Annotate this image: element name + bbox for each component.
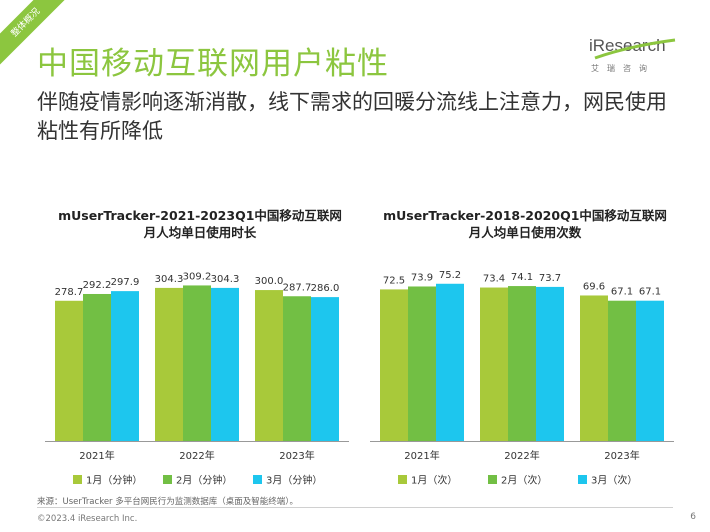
- legend-label: 1月（分钟）: [86, 474, 142, 487]
- data-label: 304.3: [211, 274, 240, 285]
- legend-label: 1月（次）: [411, 474, 457, 487]
- bar: [580, 295, 608, 441]
- legend-swatch: [253, 475, 262, 484]
- chart-usage-duration: mUserTracker-2021-2023Q1中国移动互联网 月人均单日使用时长…: [35, 200, 365, 500]
- bar: [83, 293, 111, 441]
- data-label: 287.7: [283, 282, 312, 293]
- bar: [408, 286, 436, 441]
- data-label: 74.1: [511, 272, 533, 283]
- data-label: 69.6: [583, 281, 605, 292]
- chart-title: mUserTracker-2018-2020Q1中国移动互联网 月人均单日使用次数: [360, 207, 690, 241]
- logo-main-text: iResearch: [589, 36, 666, 55]
- data-label: 297.9: [111, 277, 140, 288]
- x-tick-label: 2022年: [179, 449, 214, 462]
- data-label: 67.1: [639, 287, 661, 298]
- bar: [608, 300, 636, 441]
- bar: [283, 296, 311, 441]
- data-label: 73.4: [483, 274, 505, 285]
- legend-swatch: [488, 475, 497, 484]
- source-note: 来源：UserTracker 多平台网民行为监测数据库（桌面及智能终端）。: [37, 497, 298, 507]
- chart-title-line: 月人均单日使用次数: [468, 225, 582, 240]
- chart-usage-frequency: mUserTracker-2018-2020Q1中国移动互联网 月人均单日使用次数…: [360, 200, 690, 500]
- footer-divider: [37, 507, 673, 508]
- legend-swatch: [398, 475, 407, 484]
- x-tick-label: 2022年: [504, 449, 539, 462]
- logo-sub-text: 艾瑞咨询: [591, 64, 655, 73]
- data-label: 286.0: [311, 283, 340, 294]
- x-tick-label: 2023年: [604, 449, 639, 462]
- chart-title-line: mUserTracker-2021-2023Q1中国移动互联网: [58, 208, 342, 223]
- bar: [55, 300, 83, 441]
- bar: [508, 286, 536, 441]
- x-tick-label: 2023年: [279, 449, 314, 462]
- legend-swatch: [578, 475, 587, 484]
- legend-label: 3月（次）: [591, 474, 637, 487]
- bar: [480, 287, 508, 441]
- data-label: 278.7: [55, 287, 84, 298]
- bar: [380, 289, 408, 441]
- data-label: 75.2: [439, 270, 461, 281]
- chart-title-line: 月人均单日使用时长: [143, 225, 257, 240]
- data-label: 73.9: [411, 272, 433, 283]
- chart-title: mUserTracker-2021-2023Q1中国移动互联网 月人均单日使用时长: [35, 207, 365, 241]
- bar: [436, 283, 464, 441]
- bar: [311, 297, 339, 441]
- bar: [155, 287, 183, 441]
- bar: [211, 287, 239, 441]
- bar: [636, 300, 664, 441]
- bar: [183, 285, 211, 441]
- iresearch-logo: iResearch 艾瑞咨询: [589, 36, 679, 86]
- data-label: 73.7: [539, 273, 561, 284]
- page-number: 6: [690, 512, 696, 522]
- chart-svg: 72.5 73.9 75.2 2021年 73.4 74.1 73.7 2022年 69.6 67…: [370, 270, 674, 487]
- bar: [111, 291, 139, 441]
- x-tick-label: 2021年: [404, 449, 439, 462]
- logo-swoosh-icon: [594, 38, 676, 60]
- legend-label: 3月（分钟）: [266, 474, 322, 487]
- data-label: 72.5: [383, 275, 405, 286]
- legend-swatch: [163, 475, 172, 484]
- page-title: 中国移动互联网用户粘性: [37, 46, 389, 82]
- data-label: 67.1: [611, 287, 633, 298]
- data-label: 309.2: [183, 271, 212, 282]
- data-label: 304.3: [155, 274, 184, 285]
- legend-swatch: [73, 475, 82, 484]
- data-label: 300.0: [255, 276, 284, 287]
- copyright: ©2023.4 iResearch Inc.: [37, 514, 138, 524]
- page-subtitle: 伴随疫情影响逐渐消散，线下需求的回暖分流线上注意力，网民使用粘性有所降低: [37, 90, 667, 143]
- chart-title-line: mUserTracker-2018-2020Q1中国移动互联网: [383, 208, 667, 223]
- bar: [255, 290, 283, 441]
- legend-label: 2月（次）: [501, 474, 547, 487]
- legend-label: 2月（分钟）: [176, 474, 232, 487]
- bar: [536, 286, 564, 441]
- x-tick-label: 2021年: [79, 449, 114, 462]
- data-label: 292.2: [83, 280, 112, 291]
